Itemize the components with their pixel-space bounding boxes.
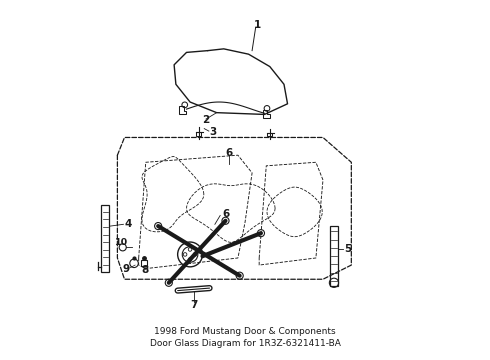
Circle shape (155, 222, 162, 230)
Circle shape (188, 248, 192, 251)
Circle shape (236, 272, 243, 279)
Text: 6: 6 (222, 209, 229, 219)
Circle shape (222, 217, 229, 224)
Circle shape (165, 279, 172, 286)
Circle shape (130, 259, 138, 267)
Bar (101, 205, 109, 272)
Text: 8: 8 (142, 265, 148, 275)
Text: 2: 2 (202, 116, 210, 125)
Bar (141, 260, 147, 266)
Circle shape (119, 244, 126, 251)
Text: 3: 3 (210, 127, 217, 137)
Text: 6: 6 (225, 148, 233, 158)
Circle shape (193, 253, 197, 256)
Circle shape (257, 230, 265, 237)
Text: 4: 4 (124, 219, 132, 229)
Text: 9: 9 (122, 264, 130, 274)
Text: 10: 10 (115, 238, 128, 247)
Bar (196, 132, 201, 136)
Text: 1998 Ford Mustang Door & Components
Door Glass Diagram for 1R3Z-6321411-BA: 1998 Ford Mustang Door & Components Door… (149, 327, 341, 348)
Circle shape (182, 247, 198, 262)
Bar (268, 133, 272, 136)
Text: 5: 5 (344, 244, 351, 254)
Circle shape (188, 258, 192, 261)
Circle shape (183, 253, 187, 256)
Text: 7: 7 (190, 300, 197, 310)
Bar (330, 226, 338, 286)
Circle shape (178, 242, 202, 267)
Text: 1: 1 (254, 20, 261, 30)
